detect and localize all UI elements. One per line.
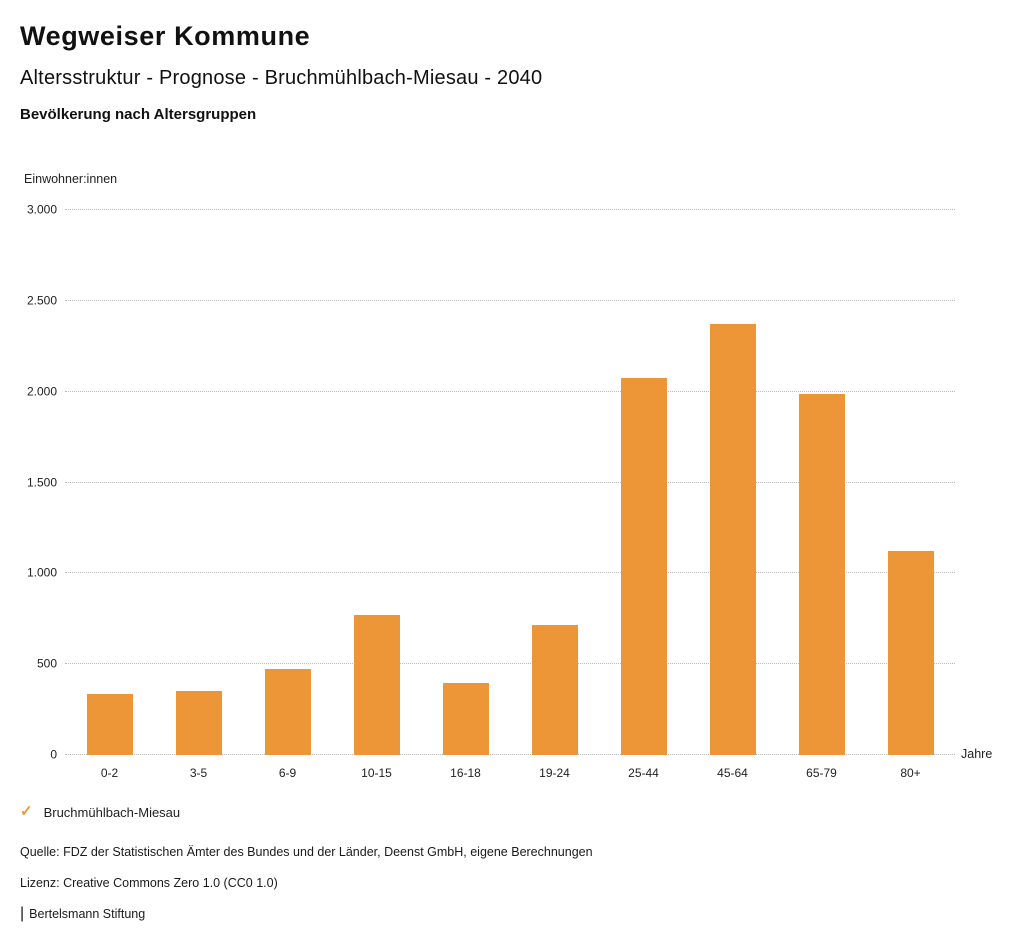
bar-65-79[interactable] [798,394,845,755]
gridline [65,390,955,392]
checkmark-icon: ✓ [20,803,33,820]
x-tick-label: 10-15 [361,766,392,780]
x-tick-label: 3-5 [189,766,208,780]
footer-attribution: | Bertelsmann Stiftung [20,905,145,923]
y-tick-label: 0 [50,747,57,762]
x-tick-label: 0-2 [100,766,119,780]
bar-25-44[interactable] [620,378,667,755]
bar-16-18[interactable] [442,683,489,755]
gridline [65,663,955,665]
bar-6-9[interactable] [264,668,311,755]
bar-80+[interactable] [887,550,934,755]
x-axis-labels: 0-2 3-5 6-9 10-15 16-18 19-24 25-44 45-64 65-79 8… [65,766,955,780]
bar-19-24[interactable] [531,625,578,755]
bar-group [777,210,866,755]
y-tick-label: 2.000 [26,384,57,399]
bar-0-2[interactable] [86,694,133,755]
x-axis-title: Jahre [961,747,993,761]
attribution-label: Bertelsmann Stiftung [29,907,146,921]
y-tick-label: 1.500 [26,475,57,489]
y-tick-label: 2.500 [26,293,57,308]
gridline [65,209,955,210]
bar-3-5[interactable] [175,691,222,755]
x-tick-label: 19-24 [539,766,570,780]
bar-45-64[interactable] [709,324,756,755]
plot-area [65,209,955,755]
y-tick-label: 500 [36,656,57,671]
x-tick-label: 6-9 [278,766,297,780]
bar-group [154,210,243,755]
bars-row [65,210,955,755]
bar-group [65,210,154,755]
bar-group [421,210,510,755]
bar-10-15[interactable] [353,615,400,755]
y-tick-label: 3.000 [26,202,57,217]
footer-source: Quelle: FDZ der Statistischen Ämter des … [20,845,593,859]
y-axis-title: Einwohner:innen [24,172,118,186]
gridline [65,299,955,301]
x-tick-label: 25-44 [628,766,659,780]
bar-group [243,210,332,755]
bar-group [866,210,955,755]
bar-group [510,210,599,755]
y-axis-labels: 0 500 1.000 1.500 2.000 2.500 3.000 [0,203,57,761]
gridline [65,754,955,755]
gridline [65,572,955,574]
gridline [65,481,955,483]
x-tick-label: 16-18 [450,766,481,780]
bar-group [332,210,421,755]
x-tick-label: 45-64 [717,766,748,780]
bar-group [599,210,688,755]
app-title: Wegweiser Kommune [20,21,311,51]
chart-heading: Bevölkerung nach Altersgruppen [20,106,257,123]
legend-item[interactable]: ✓ Bruchmühlbach-Miesau [20,804,180,820]
chart-subtitle: Altersstruktur - Prognose - Bruchmühlbac… [20,67,543,89]
x-tick-label: 65-79 [806,766,837,780]
footer-license: Lizenz: Creative Commons Zero 1.0 (CC0 1… [20,876,278,890]
legend-label: Bruchmühlbach-Miesau [43,804,181,820]
y-tick-label: 1.000 [26,565,57,580]
bar-group [688,210,777,755]
attribution-divider: | [20,905,25,922]
x-tick-label: 80+ [900,766,921,780]
